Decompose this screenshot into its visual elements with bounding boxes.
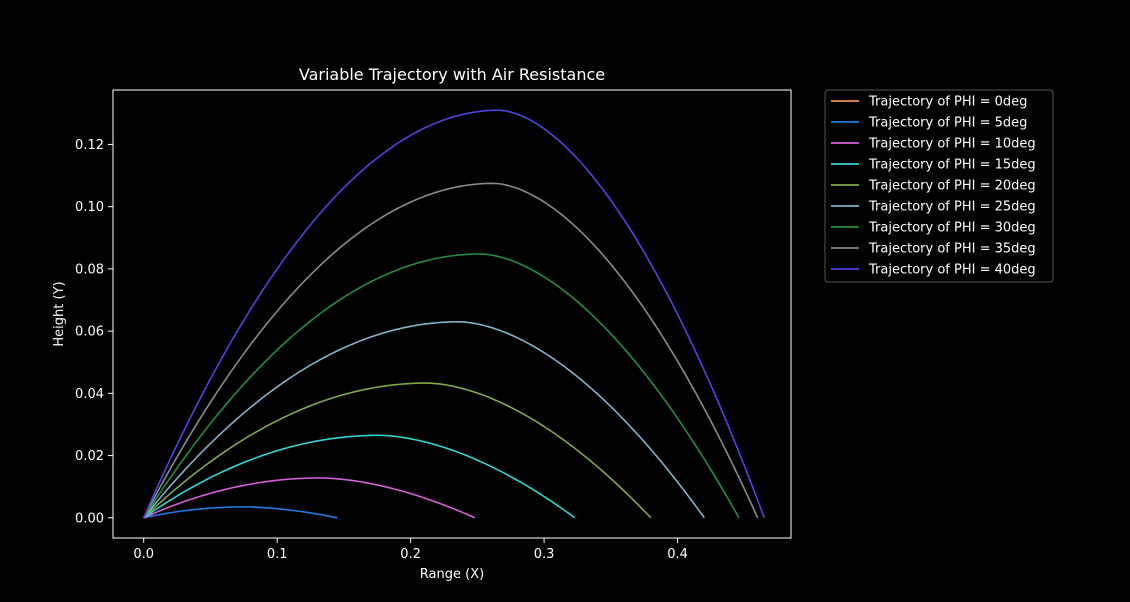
series-line-1 <box>143 506 338 519</box>
legend-label: Trajectory of PHI = 35deg <box>868 242 1036 257</box>
legend-label: Trajectory of PHI = 30deg <box>868 221 1036 236</box>
series-line-6 <box>143 253 740 519</box>
legend-label: Trajectory of PHI = 40deg <box>868 263 1036 278</box>
legend-label: Trajectory of PHI = 20deg <box>868 179 1036 194</box>
plot-frame <box>112 89 792 539</box>
y-axis-label: Height (Y) <box>52 281 67 346</box>
y-tick-label: 0.02 <box>75 449 104 464</box>
series-line-2 <box>143 477 476 519</box>
x-axis-ticks: 0.0 0.1 0.2 0.3 0.4 <box>133 538 688 562</box>
series-line-7 <box>142 182 759 519</box>
x-tick-label: 0.3 <box>534 547 555 562</box>
x-axis-label: Range (X) <box>420 567 484 582</box>
y-tick-label: 0.08 <box>75 262 104 277</box>
x-tick-label: 0.2 <box>400 547 421 562</box>
chart-title: Variable Trajectory with Air Resistance <box>299 65 605 84</box>
y-axis-ticks: 0.00 0.02 0.04 0.06 0.08 0.10 0.12 <box>75 138 113 526</box>
legend-label: Trajectory of PHI = 25deg <box>868 200 1036 215</box>
legend-label: Trajectory of PHI = 15deg <box>868 158 1036 173</box>
y-tick-label: 0.12 <box>75 138 104 153</box>
y-tick-label: 0.10 <box>75 200 104 215</box>
legend-items: Trajectory of PHI = 0deg Trajectory of PH… <box>831 95 1036 278</box>
y-tick-label: 0.04 <box>75 387 104 402</box>
x-tick-label: 0.0 <box>133 547 154 562</box>
x-tick-label: 0.4 <box>667 547 688 562</box>
x-tick-label: 0.1 <box>267 547 288 562</box>
series-line-4 <box>143 382 652 519</box>
legend-label: Trajectory of PHI = 10deg <box>868 137 1036 152</box>
legend-label: Trajectory of PHI = 5deg <box>868 116 1027 131</box>
series-line-5 <box>143 320 705 519</box>
legend: Trajectory of PHI = 0deg Trajectory of PH… <box>824 89 1054 283</box>
legend-label: Trajectory of PHI = 0deg <box>868 95 1027 110</box>
series-group <box>142 109 766 519</box>
legend-frame <box>824 89 1054 283</box>
y-tick-label: 0.06 <box>75 325 104 340</box>
series-line-3 <box>143 434 576 519</box>
plot-area <box>112 89 792 539</box>
series-line-8 <box>142 109 766 519</box>
y-tick-label: 0.00 <box>75 511 104 526</box>
